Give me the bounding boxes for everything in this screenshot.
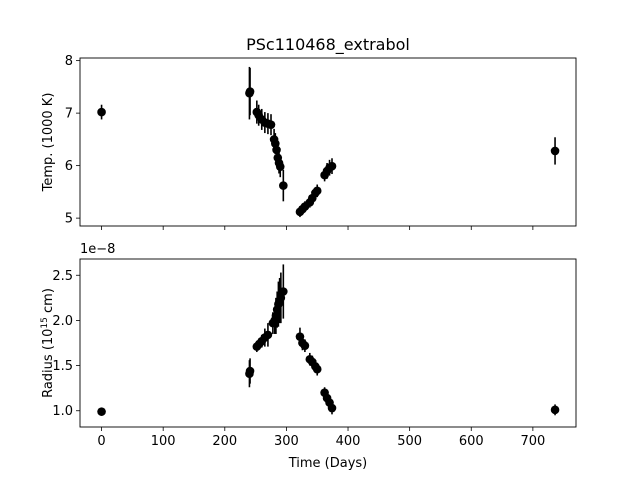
- data-point-radius-2: [245, 366, 255, 376]
- data-point-radius-27: [550, 405, 560, 415]
- x-tick-label: 0: [97, 434, 105, 449]
- data-point-temperature-2: [245, 87, 255, 96]
- axes-frame-radius: [79, 258, 577, 428]
- data-point-temperature-15: [279, 181, 288, 190]
- x-tick-label: 700: [520, 434, 545, 449]
- x-tick-label: 500: [397, 434, 422, 449]
- data-point-temperature-8: [266, 120, 276, 129]
- y-tick-label-temperature: 7: [65, 107, 73, 122]
- y-tick-label-radius: 1.5: [52, 359, 73, 374]
- temperature-panel: 5 6 7 8 Temp. (1000 K): [41, 54, 577, 230]
- data-point-temperature-22: [312, 186, 322, 196]
- y-axis-label-radius: Radius (1015 cm): [40, 288, 56, 398]
- y-offset-text: 1e−8: [80, 242, 115, 257]
- data-point-radius-18: [300, 341, 310, 351]
- axes-frame-temperature: [79, 57, 577, 227]
- x-tick-label: 600: [459, 434, 484, 449]
- data-point-radius-26: [327, 403, 337, 413]
- data-point-temperature-14: [275, 162, 285, 171]
- data-point-temperature-26: [327, 161, 337, 171]
- chart-title: PSc110468_extrabol: [246, 35, 410, 55]
- y-tick-label-temperature: 8: [65, 54, 73, 69]
- y-axis-label-superscript: 15: [40, 317, 50, 328]
- data-point-temperature-11: [272, 145, 281, 155]
- data-point-radius-15: [279, 287, 288, 296]
- x-tick-label: 400: [336, 434, 361, 449]
- y-tick-label-temperature: 6: [65, 159, 73, 174]
- y-tick-label-radius: 2.5: [52, 269, 73, 284]
- y-axis-label-text: Radius (10: [41, 329, 56, 398]
- y-axis-label-suffix: cm): [41, 288, 56, 317]
- y-tick-label-temperature: 5: [65, 212, 73, 227]
- data-point-radius-0: [97, 407, 106, 416]
- x-tick-label: 100: [151, 434, 176, 449]
- y-axis-label-temperature: Temp. (1000 K): [41, 93, 56, 193]
- x-tick-label: 300: [274, 434, 299, 449]
- y-tick-label-radius: 2.0: [52, 314, 73, 329]
- radius-panel: 0 100 200 300 400 500 600 700 1.0 1.5 2.0 2.5 1e−8 Ra…: [40, 242, 577, 449]
- y-tick-label-radius: 1.0: [52, 404, 73, 419]
- data-point-temperature-0: [97, 107, 106, 117]
- data-point-radius-22: [312, 364, 322, 374]
- data-point-radius-7: [263, 330, 273, 340]
- x-axis-label: Time (Days): [288, 456, 368, 471]
- x-tick-label: 200: [212, 434, 237, 449]
- data-point-temperature-27: [550, 146, 560, 156]
- y-axis-label-text: Temp. (1000 K): [41, 93, 56, 193]
